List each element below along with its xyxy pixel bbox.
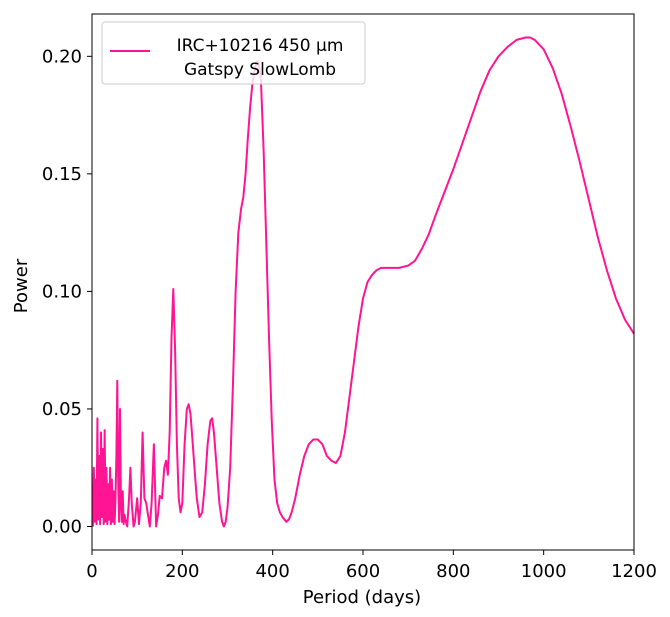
legend-label-line2: Gatspy SlowLomb xyxy=(184,60,336,80)
x-tick-label: 400 xyxy=(255,561,289,582)
y-tick-label: 0.15 xyxy=(42,164,82,185)
x-tick-label: 200 xyxy=(165,561,199,582)
x-tick-label: 600 xyxy=(346,561,380,582)
legend: IRC+10216 450 μm Gatspy SlowLomb xyxy=(101,21,366,85)
y-tick-label: 0.20 xyxy=(42,46,82,67)
x-tick-label: 0 xyxy=(86,561,97,582)
x-tick-label: 1000 xyxy=(521,561,567,582)
plot-layer xyxy=(91,36,635,528)
y-tick-label: 0.00 xyxy=(42,516,82,537)
legend-label-line1: IRC+10216 450 μm xyxy=(177,36,344,56)
y-tick-label: 0.05 xyxy=(42,399,82,420)
y-axis-label: Power xyxy=(11,258,32,313)
x-axis-label: Period (days) xyxy=(303,587,421,608)
x-tick-label: 1200 xyxy=(611,561,657,582)
y-tick-label: 0.10 xyxy=(42,281,82,302)
series-line-0 xyxy=(91,36,635,528)
x-tick-label: 800 xyxy=(436,561,470,582)
axes-layer: 0 200 400 600 800 1000 1200 0.00 0.05 0.10 0.15 0.2… xyxy=(42,13,657,582)
legend-box xyxy=(101,21,366,85)
